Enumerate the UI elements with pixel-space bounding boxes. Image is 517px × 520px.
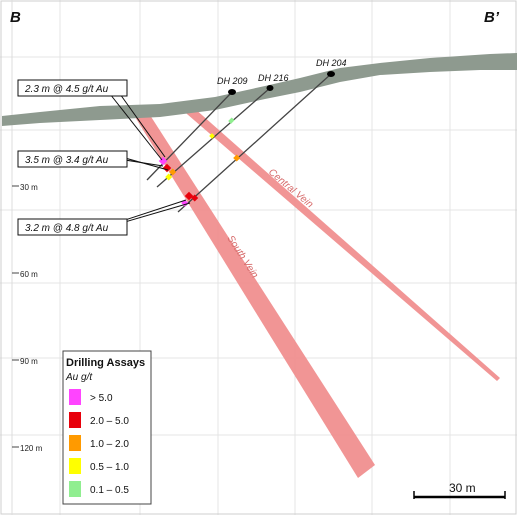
scale-bar: 30 m [413,481,506,499]
drill-trace-dh204 [177,73,332,213]
callout-2: 3.5 m @ 3.4 g/t Au [17,150,128,168]
legend-swatch [69,481,81,497]
collar-dh209 [228,89,236,95]
collar-dh216 [266,85,274,91]
section-end-label: B’ [484,9,500,26]
assay-mark [209,133,215,139]
depth-axis: 30 m 60 m 90 m 120 m [11,0,43,515]
legend-subtitle: Au g/t [65,372,93,383]
legend-swatch [69,435,81,451]
depth-tick-label: 60 m [20,270,38,279]
legend-item-label: 0.1 – 0.5 [90,485,129,496]
legend-swatch [69,458,81,474]
legend-item-label: 2.0 – 5.0 [90,416,129,427]
legend-item-label: 1.0 – 2.0 [90,439,129,450]
assay-mark [228,117,235,124]
drill-collars [228,71,335,95]
assay-mark [162,163,172,173]
section-start-label: B [10,9,21,26]
legend-item-label: 0.5 – 1.0 [90,462,129,473]
assay-intervals [158,117,241,207]
callout-leaders [109,93,191,223]
south-vein [132,112,375,478]
assay-mark [233,154,241,162]
collar-dh204 [327,71,335,77]
drill-trace-dh216 [156,87,271,188]
assay-mark [169,168,177,176]
callout-1: 2.3 m @ 4.5 g/t Au [17,79,128,97]
callout-1-text: 2.3 m @ 4.5 g/t Au [24,84,109,95]
callout-3-text: 3.2 m @ 4.8 g/t Au [25,223,109,234]
central-vein [180,108,500,381]
callout-2-text: 3.5 m @ 3.4 g/t Au [25,155,109,166]
legend-title: Drilling Assays [66,357,145,369]
callout-3: 3.2 m @ 4.8 g/t Au [17,218,128,236]
assay-mark [191,194,199,202]
depth-tick-label: 120 m [20,444,43,453]
hole-label-dh209: DH 209 [217,76,248,86]
assay-mark [184,191,194,201]
assay-mark [165,173,173,181]
hole-label-dh204: DH 204 [316,58,347,68]
scale-bar-label: 30 m [449,481,476,495]
topography-surface [2,53,517,126]
hole-label-dh216: DH 216 [258,73,289,83]
legend: Drilling Assays Au g/t > 5.0 2.0 – 5.0 1… [62,350,152,505]
depth-tick-label: 30 m [20,183,38,192]
legend-swatch [69,389,81,405]
legend-swatch [69,412,81,428]
depth-tick-label: 90 m [20,357,38,366]
legend-item-label: > 5.0 [90,393,113,404]
